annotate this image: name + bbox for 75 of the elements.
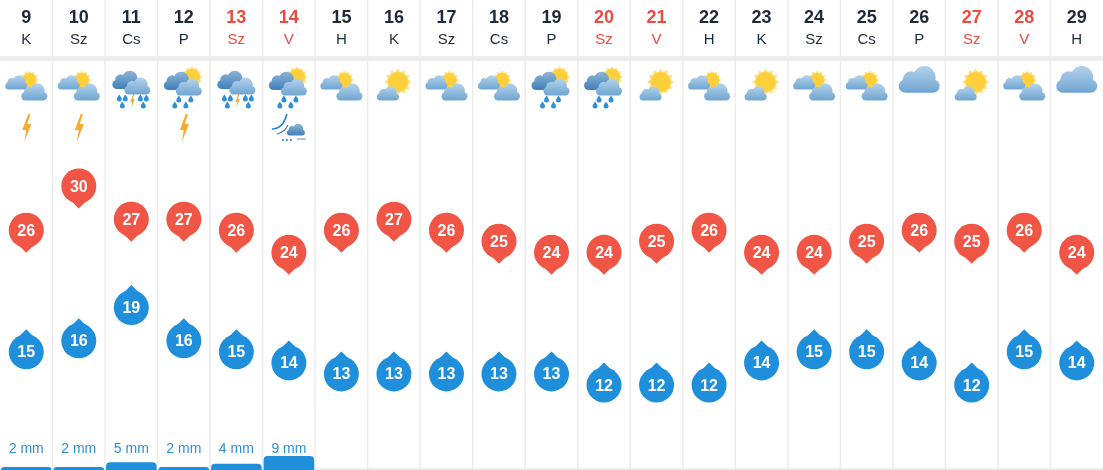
data-label: 15 [1015, 343, 1034, 361]
data-label: 14 [1067, 354, 1086, 372]
bar [158, 466, 210, 470]
data-label: 13 [490, 365, 508, 383]
data-label: 24 [279, 243, 298, 261]
data-label: 9 mm [271, 440, 307, 456]
x-tick-label: 23 K [751, 7, 772, 47]
x-tick-label: 19 P [541, 7, 562, 47]
data-label: 14 [752, 354, 771, 372]
data-label: 24 [542, 243, 561, 261]
data-label: 14 [279, 354, 298, 372]
data-label: 25 [647, 232, 666, 250]
data-label: 12 [647, 376, 666, 394]
data-label: 4 mm [218, 440, 254, 456]
data-label: 2 mm [61, 440, 97, 456]
x-tick-label: 10 Sz [68, 7, 89, 47]
data-label: 14 [910, 354, 929, 372]
x-tick-label: 17 Sz [436, 7, 457, 47]
x-tick-label: 9 K [21, 7, 32, 47]
data-label: 26 [437, 221, 456, 239]
data-label: 26 [1015, 221, 1034, 239]
data-label: 26 [332, 221, 351, 239]
data-label: 26 [700, 221, 719, 239]
data-label: 26 [227, 221, 246, 239]
x-tick-label: 26 P [909, 7, 930, 47]
bar [53, 466, 105, 470]
data-label: 15 [227, 343, 246, 361]
data-label: 16 [174, 332, 193, 350]
x-tick-label: 18 Cs [488, 7, 509, 47]
x-tick-label: 11 Cs [121, 7, 141, 47]
data-label: 12 [962, 376, 981, 394]
data-label: 24 [1067, 243, 1086, 261]
data-label: 24 [752, 243, 771, 261]
x-tick-label: 13 Sz [226, 7, 247, 47]
data-label: 27 [122, 210, 141, 228]
data-label: 13 [542, 365, 561, 383]
data-label: 15 [17, 343, 36, 361]
data-label: 26 [17, 221, 36, 239]
data-label: 24 [805, 243, 824, 261]
x-tick-label: 28 V [1014, 7, 1035, 47]
bar [1, 466, 52, 470]
data-label: 30 [69, 177, 88, 195]
data-label: 12 [595, 376, 614, 394]
x-tick-label: 29 H [1066, 7, 1087, 47]
x-tick-label: 22 H [699, 7, 720, 47]
data-label: 26 [910, 221, 929, 239]
data-label: 24 [595, 243, 614, 261]
data-label: 15 [857, 343, 876, 361]
data-label: 16 [69, 332, 88, 350]
data-label: 25 [857, 232, 876, 250]
data-label: 19 [122, 299, 141, 317]
x-tick-label: 20 Sz [594, 7, 615, 47]
data-label: 25 [962, 232, 981, 250]
x-tick-label: 21 V [646, 7, 667, 47]
bar [263, 456, 315, 470]
data-label: 2 mm [8, 440, 44, 456]
x-tick-label: 15 H [331, 7, 352, 47]
bar [106, 462, 157, 470]
x-tick-label: 12 P [173, 7, 194, 47]
data-label: 13 [332, 365, 351, 383]
x-tick-label: 24 Sz [804, 7, 825, 47]
x-tick-label: 27 Sz [961, 7, 982, 47]
x-tick-label: 16 K [383, 7, 404, 47]
bar [211, 463, 262, 470]
data-label: 12 [700, 376, 719, 394]
x-tick-label: 14 V [278, 7, 299, 47]
data-label: 13 [385, 365, 403, 383]
data-label: 27 [385, 210, 403, 228]
data-label: 15 [805, 343, 824, 361]
data-label: 2 mm [166, 440, 202, 456]
data-label: 13 [437, 365, 456, 383]
x-tick-label: 25 Cs [856, 7, 877, 47]
data-label: 5 mm [113, 440, 149, 456]
data-label: 25 [490, 232, 508, 250]
data-label: 27 [174, 210, 193, 228]
